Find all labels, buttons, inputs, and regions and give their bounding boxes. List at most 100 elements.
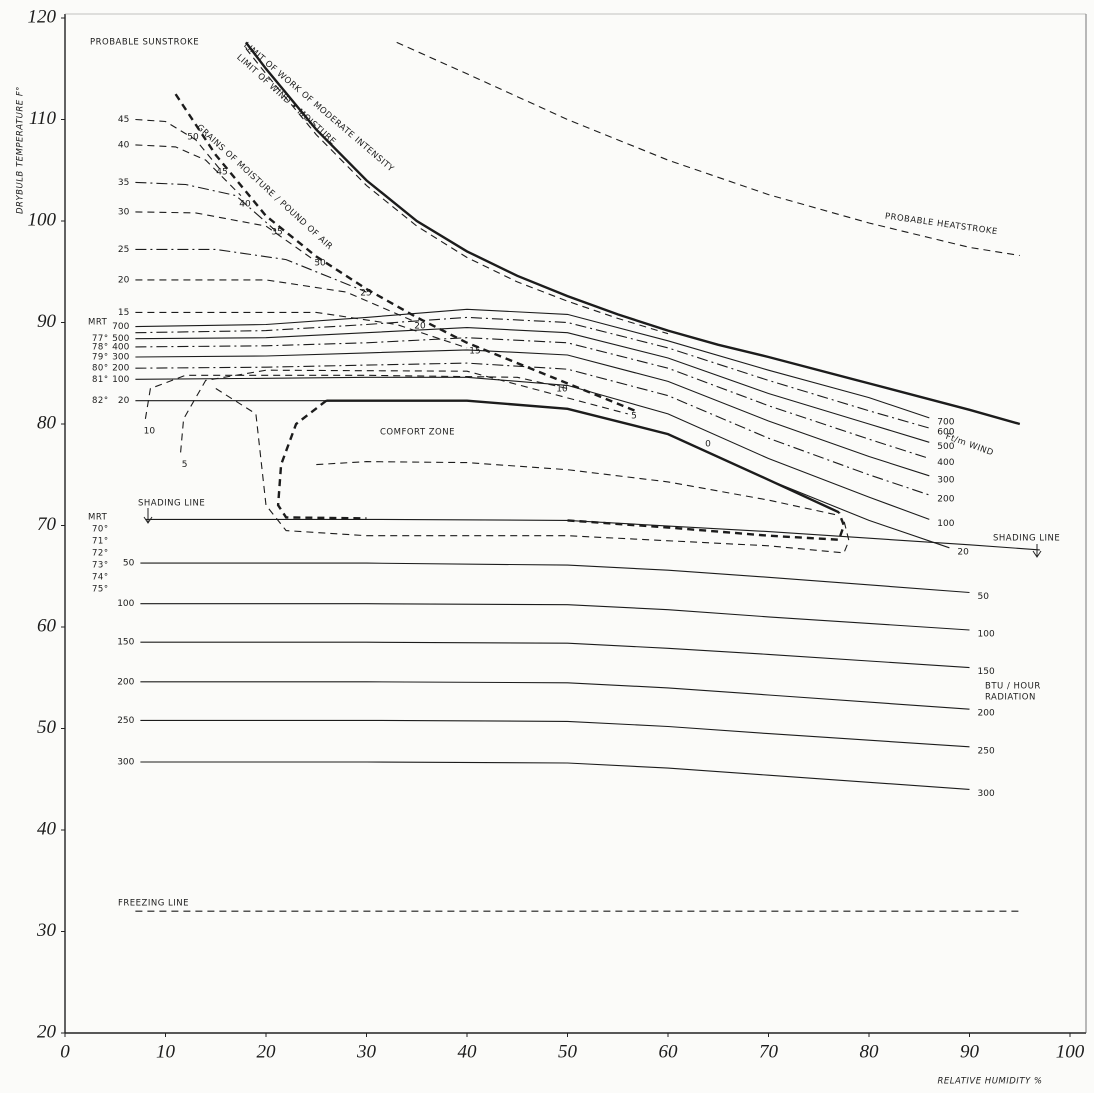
series-line bbox=[568, 512, 844, 539]
y-tick-label: 90 bbox=[37, 311, 57, 332]
y-tick-label: 70 bbox=[37, 514, 57, 535]
line-label: 20 bbox=[118, 396, 130, 406]
series-line bbox=[135, 328, 929, 443]
line-label: 100 bbox=[978, 630, 995, 640]
diagonal-label: 5 bbox=[631, 412, 637, 422]
x-tick-label: 30 bbox=[356, 1041, 377, 1062]
x-tick-label: 60 bbox=[659, 1041, 679, 1062]
line-label: 100 bbox=[117, 599, 134, 609]
line-label: 20 bbox=[118, 275, 130, 285]
series-line bbox=[145, 375, 567, 419]
line-label: 5 bbox=[182, 460, 188, 470]
x-tick-label: 90 bbox=[960, 1041, 980, 1062]
line-label: 100 bbox=[937, 519, 954, 529]
annotation: FREEZING LINE bbox=[118, 899, 189, 909]
diagonal-label: 15 bbox=[469, 347, 480, 357]
series-line bbox=[181, 370, 628, 452]
annotation: PROBABLE SUNSTROKE bbox=[90, 38, 199, 48]
diagonal-label: 30 bbox=[314, 259, 326, 269]
line-label: 250 bbox=[978, 746, 995, 756]
y-tick-label: 80 bbox=[37, 412, 57, 433]
arrow bbox=[144, 508, 152, 523]
diagonal-label: 40 bbox=[239, 200, 251, 210]
series-line bbox=[135, 401, 949, 548]
annotation: SHADING LINE bbox=[138, 499, 205, 509]
diagonal-label: 50 bbox=[187, 133, 199, 143]
diagonal-label: 45 bbox=[216, 168, 227, 178]
mrt-label: MRT bbox=[88, 513, 108, 523]
mrt-value: 78° bbox=[92, 342, 109, 352]
x-tick-label: 20 bbox=[257, 1041, 277, 1062]
series-line bbox=[246, 49, 668, 334]
diagonal-label: 20 bbox=[414, 322, 426, 332]
mrt-value: 71° bbox=[92, 537, 109, 547]
line-label: 700 bbox=[937, 417, 954, 427]
chart: DRYBULB TEMPERATURE F° RELATIVE HUMIDITY… bbox=[0, 0, 1094, 1093]
y-tick-label: 120 bbox=[28, 6, 57, 27]
line-label: 300 bbox=[117, 757, 134, 767]
line-label: 400 bbox=[112, 342, 129, 352]
x-tick-label: 10 bbox=[156, 1041, 176, 1062]
x-tick-label: 100 bbox=[1056, 1041, 1085, 1062]
x-tick-label: 0 bbox=[60, 1041, 70, 1062]
diagonal-label: 35 bbox=[271, 228, 282, 238]
series-line bbox=[140, 762, 969, 789]
diagonal-label: 25 bbox=[360, 289, 371, 299]
x-tick-label: 70 bbox=[759, 1041, 779, 1062]
annotation: LIMIT OF WIND • MOISTURE bbox=[234, 53, 337, 147]
line-label: 50 bbox=[123, 559, 135, 569]
line-label: 45 bbox=[118, 115, 129, 125]
annotation: LIMIT OF WORK OF MODERATE INTENSITY bbox=[241, 41, 395, 175]
series-line bbox=[135, 212, 316, 262]
line-label: 300 bbox=[978, 789, 995, 799]
y-tick-label: 40 bbox=[37, 818, 57, 839]
line-label: 100 bbox=[112, 375, 129, 385]
series-line bbox=[246, 42, 1020, 424]
mrt-value: 79° bbox=[92, 353, 109, 363]
mrt-value: 72° bbox=[92, 549, 109, 559]
annotation: GRAINS OF MOISTURE / POUND OF AIR bbox=[194, 123, 334, 252]
series-line bbox=[176, 94, 638, 412]
series-line bbox=[140, 604, 969, 630]
line-label: 10 bbox=[144, 426, 156, 436]
y-axis-title: DRYBULB TEMPERATURE F° bbox=[16, 86, 26, 214]
series-line bbox=[135, 280, 416, 323]
line-label: 40 bbox=[118, 140, 130, 150]
line-label: 150 bbox=[117, 638, 134, 648]
mrt-value: 70° bbox=[92, 525, 109, 535]
x-tick-label: 80 bbox=[860, 1041, 880, 1062]
line-label: 50 bbox=[978, 592, 990, 602]
x-axis-title: RELATIVE HUMIDITY % bbox=[938, 1077, 1043, 1087]
mrt-value: 75° bbox=[92, 585, 109, 595]
series-line bbox=[216, 389, 849, 553]
series-line bbox=[140, 642, 969, 667]
y-tick-label: 110 bbox=[29, 108, 57, 129]
mrt-label: MRT bbox=[88, 318, 108, 328]
series-line bbox=[140, 682, 969, 709]
line-label: 300 bbox=[112, 353, 129, 363]
y-tick-label: 100 bbox=[28, 209, 57, 230]
line-label: 15 bbox=[118, 308, 129, 318]
line-label: 200 bbox=[978, 709, 995, 719]
mrt-value: 82° bbox=[92, 396, 109, 406]
series-line bbox=[135, 309, 929, 418]
annotation: BTU / HOUR bbox=[985, 682, 1041, 692]
line-label: 35 bbox=[118, 178, 129, 188]
arrow bbox=[1033, 544, 1041, 557]
annotation: COMFORT ZONE bbox=[380, 428, 455, 438]
line-label: 150 bbox=[978, 667, 995, 677]
mrt-value: 80° bbox=[92, 364, 109, 374]
annotation: PROBABLE HEATSTROKE bbox=[884, 212, 998, 238]
series-line bbox=[326, 401, 839, 513]
line-label: 20 bbox=[957, 547, 969, 557]
line-label: 25 bbox=[118, 245, 129, 255]
line-label: 400 bbox=[937, 458, 954, 468]
line-label: 700 bbox=[112, 322, 129, 332]
series-line bbox=[140, 563, 969, 592]
annotation: RADIATION bbox=[985, 693, 1036, 703]
diagonal-label: 0 bbox=[705, 440, 711, 450]
series-line bbox=[135, 249, 366, 292]
y-tick-label: 20 bbox=[37, 1021, 57, 1042]
y-tick-label: 50 bbox=[37, 717, 57, 738]
line-label: 250 bbox=[117, 716, 134, 726]
